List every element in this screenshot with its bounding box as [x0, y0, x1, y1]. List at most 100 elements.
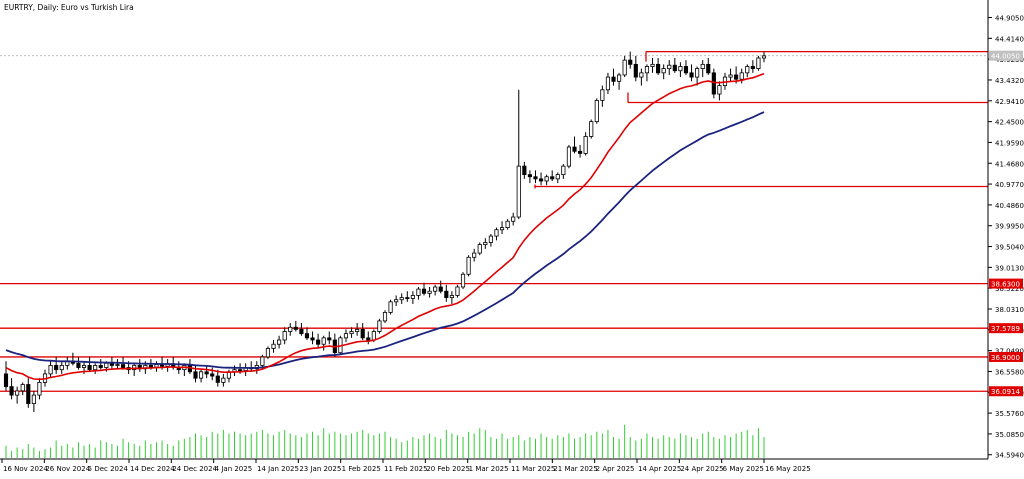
candle-body[interactable]: [410, 295, 415, 299]
candle-body[interactable]: [572, 146, 577, 152]
candle-body[interactable]: [87, 365, 92, 371]
candle-body[interactable]: [745, 66, 750, 74]
candle-body[interactable]: [210, 373, 215, 377]
candle-body[interactable]: [472, 252, 477, 258]
moving-average-fast[interactable]: [5, 72, 765, 381]
candle-body[interactable]: [533, 176, 538, 180]
candle-body[interactable]: [538, 178, 544, 182]
candle-body[interactable]: [589, 121, 594, 137]
candle-body[interactable]: [667, 64, 672, 70]
candle-body[interactable]: [271, 343, 276, 349]
candle-body[interactable]: [377, 320, 382, 332]
candle-body[interactable]: [115, 364, 120, 366]
candle-body[interactable]: [366, 337, 371, 341]
candle-body[interactable]: [37, 381, 42, 396]
candle-body[interactable]: [31, 394, 36, 404]
candle-body[interactable]: [327, 337, 332, 341]
candle-body[interactable]: [204, 371, 209, 375]
candle-body[interactable]: [394, 299, 399, 303]
candle-body[interactable]: [583, 136, 588, 154]
candle-body[interactable]: [148, 365, 153, 368]
candle-body[interactable]: [600, 89, 605, 101]
candle-body[interactable]: [555, 174, 560, 180]
candle-body[interactable]: [355, 328, 360, 332]
candle-body[interactable]: [15, 390, 20, 396]
candle-body[interactable]: [444, 290, 449, 298]
candle-body[interactable]: [522, 165, 527, 176]
candle-body[interactable]: [360, 328, 365, 339]
candle-body[interactable]: [193, 371, 198, 379]
candle-body[interactable]: [421, 288, 427, 294]
candle-body[interactable]: [405, 297, 410, 299]
candle-body[interactable]: [455, 286, 460, 296]
candle-body[interactable]: [672, 64, 677, 72]
candle-body[interactable]: [433, 286, 438, 292]
candle-body[interactable]: [756, 57, 761, 70]
candle-body[interactable]: [611, 76, 616, 82]
candle-body[interactable]: [689, 72, 694, 78]
candle-body[interactable]: [109, 362, 114, 366]
candle-body[interactable]: [288, 326, 293, 332]
candle-body[interactable]: [661, 68, 666, 74]
candle-body[interactable]: [505, 220, 510, 229]
candle-body[interactable]: [678, 66, 683, 72]
candle-body[interactable]: [511, 216, 516, 222]
candle-body[interactable]: [321, 337, 326, 345]
candle-body[interactable]: [499, 227, 505, 231]
candle-body[interactable]: [488, 235, 493, 243]
candle-body[interactable]: [578, 150, 583, 154]
candle-body[interactable]: [527, 174, 532, 178]
candle-body[interactable]: [477, 244, 482, 254]
candle-body[interactable]: [304, 333, 310, 339]
candle-body[interactable]: [199, 371, 204, 379]
candle-body[interactable]: [516, 165, 521, 218]
candle-body[interactable]: [700, 63, 705, 70]
candle-body[interactable]: [54, 365, 59, 371]
candle-body[interactable]: [282, 331, 287, 341]
candle-body[interactable]: [299, 328, 304, 335]
candle-body[interactable]: [728, 74, 733, 78]
candle-body[interactable]: [76, 362, 81, 368]
candle-body[interactable]: [750, 66, 755, 70]
candle-body[interactable]: [628, 59, 633, 65]
candle-body[interactable]: [544, 176, 549, 182]
candle-body[interactable]: [104, 362, 109, 368]
candle-body[interactable]: [26, 384, 31, 404]
candle-body[interactable]: [343, 333, 349, 339]
candle-body[interactable]: [605, 76, 611, 91]
candle-body[interactable]: [154, 364, 159, 368]
candle-body[interactable]: [416, 288, 421, 296]
candle-body[interactable]: [371, 331, 376, 341]
candle-body[interactable]: [494, 229, 499, 237]
candle-body[interactable]: [81, 365, 87, 368]
candle-body[interactable]: [265, 348, 271, 358]
candle-body[interactable]: [221, 377, 226, 383]
candle-body[interactable]: [316, 339, 321, 345]
candle-body[interactable]: [388, 301, 393, 313]
candle-body[interactable]: [93, 365, 98, 371]
candle-body[interactable]: [120, 364, 126, 368]
candle-body[interactable]: [550, 176, 555, 180]
candle-body[interactable]: [427, 290, 432, 294]
candle-body[interactable]: [650, 63, 655, 67]
candle-body[interactable]: [617, 74, 622, 82]
candle-body[interactable]: [20, 384, 25, 392]
candle-body[interactable]: [449, 295, 454, 298]
candle-body[interactable]: [438, 286, 443, 292]
candle-body[interactable]: [639, 72, 644, 78]
candle-body[interactable]: [633, 63, 638, 78]
candle-body[interactable]: [9, 386, 14, 396]
candle-body[interactable]: [566, 146, 571, 167]
candle-body[interactable]: [717, 85, 722, 95]
candle-body[interactable]: [238, 369, 243, 372]
candle-body[interactable]: [382, 312, 388, 322]
candle-body[interactable]: [706, 63, 711, 74]
candle-body[interactable]: [656, 63, 661, 74]
candle-body[interactable]: [399, 297, 404, 301]
moving-average-slow[interactable]: [5, 111, 765, 369]
candle-body[interactable]: [260, 356, 265, 366]
candle-body[interactable]: [460, 273, 466, 288]
candle-body[interactable]: [683, 66, 689, 74]
candle-body[interactable]: [98, 365, 103, 368]
